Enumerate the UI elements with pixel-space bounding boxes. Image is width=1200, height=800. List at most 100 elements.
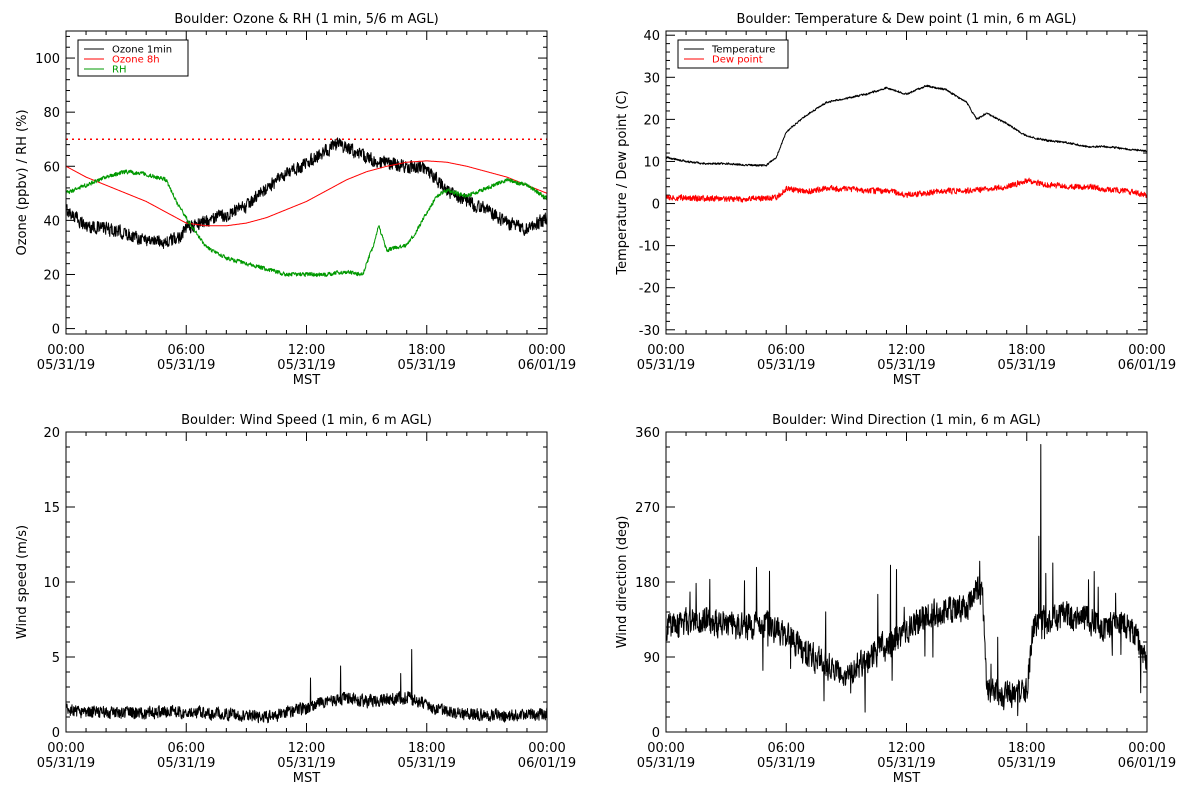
x-tick-label-date: 05/31/19 — [277, 756, 335, 771]
x-tick-label-date: 06/01/19 — [518, 756, 576, 771]
y-axis-label: Wind speed (m/s) — [15, 525, 30, 639]
chart-panel-wind_speed: Boulder: Wind Speed (1 min, 6 m AGL) 0 5 10… — [15, 413, 576, 786]
y-axis-label: Temperature / Dew point (C) — [615, 90, 630, 275]
x-tick-label-date: 05/31/19 — [877, 756, 935, 771]
x-axis-label: MST — [293, 771, 320, 786]
x-tick-label-time: 06:00 — [168, 343, 205, 358]
y-tick-label: 0 — [52, 726, 60, 741]
chart-panel-wind_dir: Boulder: Wind Direction (1 min, 6 m AGL)… — [615, 413, 1176, 786]
series-line-dew-point — [666, 177, 1147, 203]
y-tick-label: 10 — [643, 155, 660, 170]
y-tick-label: 10 — [43, 576, 60, 591]
legend-label: Dew point — [712, 55, 763, 66]
y-tick-label: 40 — [643, 29, 660, 44]
x-tick-label-date: 05/31/19 — [157, 756, 215, 771]
y-tick-label: 20 — [643, 113, 660, 128]
y-tick-label: 360 — [635, 426, 660, 441]
y-tick-label: 60 — [43, 160, 60, 175]
x-tick-label-time: 18:00 — [408, 741, 445, 756]
x-tick-label-date: 06/01/19 — [1118, 358, 1176, 373]
x-tick-label-date: 05/31/19 — [998, 756, 1056, 771]
x-tick-label-time: 00:00 — [1128, 343, 1165, 358]
series-line-ozone-1min — [66, 137, 547, 249]
legend-box — [77, 39, 189, 77]
y-tick-label: -10 — [639, 240, 660, 255]
x-axis-label: MST — [293, 373, 320, 388]
x-tick-label-date: 05/31/19 — [757, 358, 815, 373]
x-tick-label-time: 00:00 — [1128, 741, 1165, 756]
series-line-ozone-8h — [66, 160, 547, 227]
y-tick-label: 0 — [52, 323, 60, 338]
chart-title: Boulder: Wind Direction (1 min, 6 m AGL) — [772, 413, 1041, 428]
series-group — [66, 137, 547, 278]
y-tick-label: 80 — [43, 106, 60, 121]
legend-label: Temperature — [711, 45, 775, 56]
series-line-temperature — [666, 84, 1147, 167]
x-tick-label-time: 18:00 — [1008, 343, 1045, 358]
series-line-data — [666, 444, 1147, 717]
x-tick-label-time: 00:00 — [47, 741, 84, 756]
x-axis-label: MST — [893, 373, 920, 388]
x-tick-label-date: 05/31/19 — [998, 358, 1056, 373]
x-tick-label-date: 06/01/19 — [518, 358, 576, 373]
x-tick-label-time: 12:00 — [288, 741, 325, 756]
x-tick-label-date: 05/31/19 — [637, 358, 695, 373]
x-tick-label-time: 06:00 — [768, 741, 805, 756]
series-line-data — [66, 649, 547, 724]
x-tick-label-date: 05/31/19 — [398, 358, 456, 373]
x-tick-label-date: 05/31/19 — [37, 756, 95, 771]
y-tick-label: 90 — [643, 651, 660, 666]
plot-frame — [665, 431, 1148, 733]
chart-panel-temp_dew: Boulder: Temperature & Dew point (1 min,… — [615, 12, 1176, 388]
x-tick-label-time: 00:00 — [647, 741, 684, 756]
x-tick-label-time: 00:00 — [528, 741, 565, 756]
x-tick-label-time: 06:00 — [768, 343, 805, 358]
x-tick-label-date: 06/01/19 — [1118, 756, 1176, 771]
series-group — [666, 444, 1147, 717]
legend-label: RH — [112, 65, 126, 76]
x-tick-label-date: 05/31/19 — [877, 358, 935, 373]
y-axis-label: Ozone (ppbv) / RH (%) — [15, 109, 30, 255]
y-tick-label: 5 — [52, 651, 60, 666]
y-tick-label: -30 — [639, 324, 660, 339]
y-tick-label: 180 — [635, 576, 660, 591]
chart-title: Boulder: Temperature & Dew point (1 min,… — [737, 12, 1077, 27]
x-tick-label-date: 05/31/19 — [637, 756, 695, 771]
x-tick-label-date: 05/31/19 — [277, 358, 335, 373]
y-tick-label: -20 — [639, 282, 660, 297]
y-axis-label: Wind direction (deg) — [615, 516, 630, 649]
plot-frame — [665, 30, 1148, 335]
y-tick-label: 100 — [35, 52, 60, 67]
x-tick-label-time: 00:00 — [647, 343, 684, 358]
x-tick-label-time: 18:00 — [408, 343, 445, 358]
plot-frame — [65, 30, 548, 335]
x-tick-label-time: 00:00 — [528, 343, 565, 358]
y-tick-label: 40 — [43, 214, 60, 229]
x-tick-label-time: 18:00 — [1008, 741, 1045, 756]
y-tick-label: 270 — [635, 501, 660, 516]
x-tick-label-date: 05/31/19 — [757, 756, 815, 771]
x-tick-label-time: 12:00 — [888, 343, 925, 358]
x-tick-label-date: 05/31/19 — [398, 756, 456, 771]
chart-panel-ozone_rh: Boulder: Ozone & RH (1 min, 5/6 m AGL) 0 2… — [15, 12, 576, 388]
y-tick-label: 15 — [43, 501, 60, 516]
legend-label: Ozone 8h — [112, 55, 160, 66]
x-tick-label-time: 00:00 — [47, 343, 84, 358]
series-group — [666, 84, 1147, 203]
chart-title: Boulder: Wind Speed (1 min, 6 m AGL) — [181, 413, 432, 428]
x-tick-label-date: 05/31/19 — [37, 358, 95, 373]
series-group — [66, 649, 547, 724]
x-axis-label: MST — [893, 771, 920, 786]
y-tick-label: 0 — [652, 726, 660, 741]
y-tick-label: 20 — [43, 268, 60, 283]
x-tick-label-date: 05/31/19 — [157, 358, 215, 373]
series-line-rh — [66, 169, 547, 278]
y-tick-label: 30 — [643, 71, 660, 86]
x-tick-label-time: 12:00 — [888, 741, 925, 756]
chart-title: Boulder: Ozone & RH (1 min, 5/6 m AGL) — [174, 12, 438, 27]
x-tick-label-time: 06:00 — [168, 741, 205, 756]
legend-box — [677, 39, 789, 69]
